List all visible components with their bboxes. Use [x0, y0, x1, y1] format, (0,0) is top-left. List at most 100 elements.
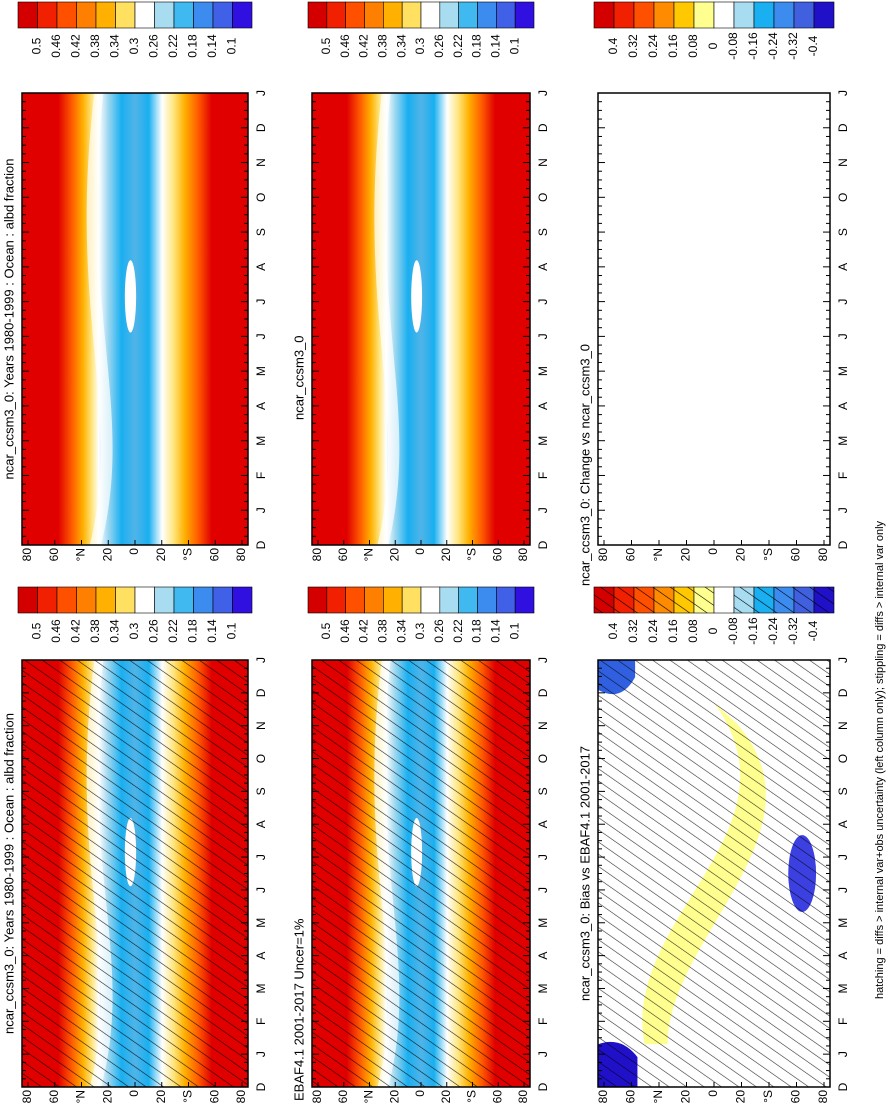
colorbar-box	[345, 586, 365, 614]
colorbar-label: -0.32	[786, 617, 800, 645]
x-tick-label: A	[536, 263, 550, 271]
colorbar-label: 0.42	[69, 34, 83, 58]
colorbar-label: 0.08	[686, 619, 700, 643]
y-tick-label: 60	[624, 548, 638, 562]
y-tick-label: 60	[207, 1090, 221, 1104]
colorbar-label: -0.24	[766, 617, 780, 645]
colorbar-box	[173, 1, 194, 29]
y-tick-label: 80	[20, 548, 34, 562]
y-tick-label: °N	[74, 1090, 88, 1103]
colorbar-label: 0.26	[147, 34, 161, 58]
colorbar-label: 0.34	[394, 619, 408, 643]
x-tick-label: N	[836, 721, 850, 730]
y-tick-label: 60	[207, 548, 221, 562]
y-tick-label: 80	[516, 548, 530, 562]
panel-title: ncar_ccsm3_0: Years 1980-1999 : Ocean : …	[1, 713, 16, 1034]
colorbar-label: 0.5	[319, 622, 333, 639]
colorbar-box	[496, 586, 516, 614]
colorbar-label: 0.1	[507, 622, 521, 639]
colorbar-box	[693, 1, 715, 29]
colorbar-box	[37, 586, 58, 614]
y-tick-label: 0	[413, 1090, 427, 1097]
colorbar-label: 0.32	[626, 619, 640, 643]
x-tick-label: M	[836, 436, 850, 446]
colorbar-label: 0.08	[686, 34, 700, 58]
y-tick-label: °S	[761, 1090, 775, 1103]
colorbar-label: 0.4	[606, 37, 620, 54]
colorbar-label: 0.42	[357, 34, 371, 58]
x-tick-label: J	[836, 299, 850, 305]
x-tick-label: A	[836, 820, 850, 828]
x-tick-label: M	[254, 436, 268, 446]
colorbar-label: 0.16	[666, 34, 680, 58]
colorbar-hatch	[794, 587, 814, 613]
x-tick-label: D	[536, 540, 550, 549]
colorbar-box	[212, 1, 233, 29]
contour-field	[22, 93, 248, 545]
x-tick-label: J	[254, 90, 268, 96]
y-tick-label: 80	[816, 1090, 830, 1104]
x-tick-label: A	[536, 402, 550, 410]
x-tick-label: M	[536, 983, 550, 993]
x-tick-label: D	[254, 688, 268, 697]
colorbar-label: 0.38	[376, 34, 390, 58]
x-tick-label: D	[836, 123, 850, 132]
x-tick-label: D	[536, 123, 550, 132]
colorbar-label: 0.38	[88, 619, 102, 643]
colorbar-box	[17, 1, 38, 29]
colorbar-label: 0.1	[225, 37, 239, 54]
colorbar-box	[673, 1, 695, 29]
x-tick-label: D	[254, 540, 268, 549]
panel-title: EBAF4.1 2001-2017 Uncer=1%	[291, 918, 306, 1101]
y-tick-label: °S	[465, 548, 479, 561]
x-tick-label: N	[536, 721, 550, 730]
x-tick-label: D	[836, 1082, 850, 1091]
colorbar-label: 0.42	[69, 619, 83, 643]
y-tick-label: 20	[734, 1090, 748, 1104]
y-tick-label: 60	[47, 1090, 61, 1104]
colorbar-label: 0.34	[108, 619, 122, 643]
colorbar-box	[613, 1, 635, 29]
y-tick-label: 80	[596, 548, 610, 562]
footer-note: hatching = diffs > internal var+obs unce…	[874, 520, 886, 999]
colorbar-label: 0.1	[225, 622, 239, 639]
x-tick-label: D	[536, 688, 550, 697]
x-tick-label: S	[536, 228, 550, 236]
x-tick-label: S	[836, 787, 850, 795]
colorbar-label: 0.5	[319, 37, 333, 54]
y-tick-label: 60	[47, 548, 61, 562]
colorbar-hatch	[814, 587, 834, 613]
y-tick-label: 60	[789, 548, 803, 562]
x-tick-label: J	[254, 333, 268, 339]
colorbar-hatch	[654, 587, 674, 613]
x-tick-label: M	[536, 436, 550, 446]
y-tick-label: 60	[490, 548, 504, 562]
contour-blob	[124, 260, 137, 333]
y-tick-label: 0	[413, 548, 427, 555]
colorbar-label: 0.46	[338, 34, 352, 58]
x-tick-label: S	[836, 228, 850, 236]
x-tick-label: O	[536, 754, 550, 763]
y-tick-label: 20	[679, 1090, 693, 1104]
colorbar-label: 0.22	[166, 619, 180, 643]
hatching	[312, 660, 530, 1087]
y-tick-label: 80	[234, 1090, 248, 1104]
panel-title: ncar_ccsm3_0: Years 1980-1999 : Ocean : …	[1, 159, 16, 480]
x-tick-label: A	[254, 952, 268, 960]
x-tick-label: J	[254, 299, 268, 305]
colorbar-box	[154, 1, 175, 29]
colorbar-box	[154, 586, 175, 614]
y-tick-label: °S	[465, 1090, 479, 1103]
colorbar-box	[326, 1, 346, 29]
colorbar-label: 0.4	[606, 622, 620, 639]
colorbar-label: -0.08	[726, 617, 740, 645]
x-tick-label: J	[536, 1051, 550, 1057]
colorbar-label: 0.1	[507, 37, 521, 54]
contour-blob	[411, 260, 423, 333]
x-tick-label: J	[836, 887, 850, 893]
colorbar-box	[115, 1, 136, 29]
colorbar-box	[514, 586, 535, 614]
colorbar-box	[56, 1, 77, 29]
colorbar-label: 0.46	[49, 619, 63, 643]
colorbar-box	[439, 1, 459, 29]
